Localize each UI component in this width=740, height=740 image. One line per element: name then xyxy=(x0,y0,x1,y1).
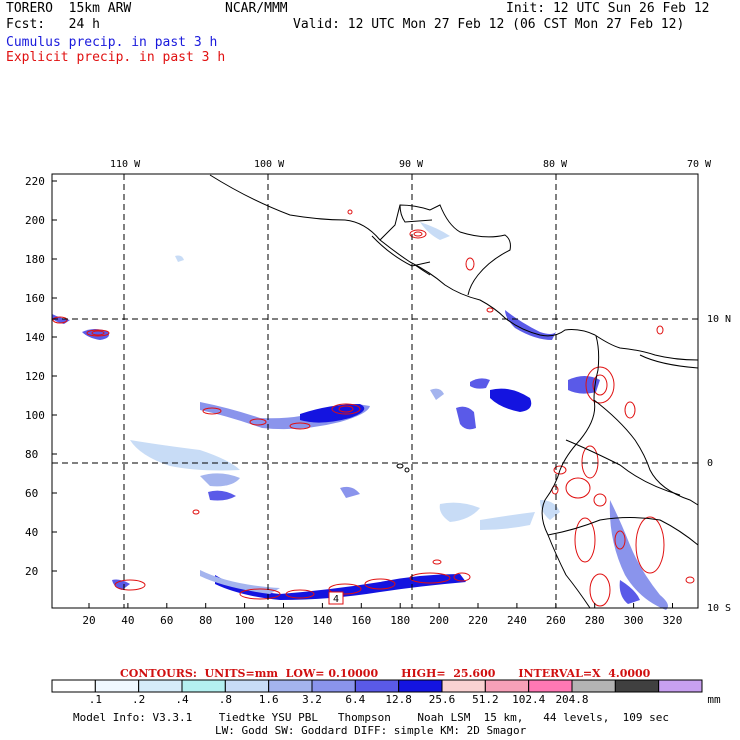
organization: NCAR/MMM xyxy=(225,1,288,16)
colorbar-label: 51.2 xyxy=(472,693,499,706)
y-tick-label: 180 xyxy=(25,253,45,266)
lat-label-0: 0 xyxy=(707,458,714,469)
colorbar-label: 12.8 xyxy=(385,693,412,706)
valid-time: Valid: 12 UTC Mon 27 Feb 12 (06 CST Mon … xyxy=(293,17,685,32)
x-tick-label: 260 xyxy=(545,614,566,627)
forecast-hour: Fcst: 24 h xyxy=(6,17,100,32)
colorbar-swatch xyxy=(614,679,660,693)
colorbar-swatch xyxy=(398,679,443,693)
x-tick-label: 40 xyxy=(121,614,135,627)
colorbar-swatch xyxy=(138,679,183,693)
colorbar-label: 25.6 xyxy=(428,693,456,706)
colorbar-label: .8 xyxy=(218,693,232,706)
x-tick-label: 140 xyxy=(312,614,333,627)
colorbar-label: 6.4 xyxy=(345,693,366,706)
colorbar-label: .4 xyxy=(175,693,189,706)
coastlines xyxy=(209,174,699,609)
y-tick-label: 140 xyxy=(25,331,45,344)
init-time: Init: 12 UTC Sun 26 Feb 12 xyxy=(506,1,710,16)
lon-label-90w: 90 W xyxy=(399,159,424,170)
x-tick-label: 160 xyxy=(351,614,372,627)
colorbar-label: 204.8 xyxy=(555,693,589,706)
cumulus-legend: Cumulus precip. in past 3 h xyxy=(6,35,218,50)
colorbar-swatch xyxy=(181,679,226,693)
x-tick-label: 240 xyxy=(506,614,527,627)
colorbar-label: 3.2 xyxy=(302,693,322,706)
y-tick-label: 100 xyxy=(25,409,45,422)
colorbar-swatch xyxy=(311,679,356,693)
colorbar-swatch xyxy=(441,679,486,693)
y-tick-label: 200 xyxy=(25,214,45,227)
model-info: Model Info: V3.3.1 Tiedtke YSU PBL Thomp… xyxy=(73,711,670,724)
x-tick-label: 300 xyxy=(623,614,644,627)
x-tick-label: 120 xyxy=(273,614,294,627)
y-tick-label: 120 xyxy=(25,370,45,383)
cumulus-precip-shading xyxy=(52,222,668,610)
y-tick-label: 160 xyxy=(25,292,45,305)
model-title: TORERO 15km ARW xyxy=(6,1,132,16)
y-tick-label: 40 xyxy=(25,526,39,539)
explicit-precip-contours xyxy=(52,209,695,607)
x-tick-label: 200 xyxy=(429,614,450,627)
colorbar-label: 102.4 xyxy=(512,693,546,706)
colorbar-swatch xyxy=(94,679,140,693)
lon-label-70w: 70 W xyxy=(687,159,712,170)
physics-info: LW: Godd SW: Goddard DIFF: simple KM: 2D… xyxy=(215,724,527,737)
box-label: 4 xyxy=(333,594,339,605)
colorbar-swatch xyxy=(354,679,400,693)
lat-label-10n: 10 N xyxy=(707,314,732,325)
colorbar-label: 1.6 xyxy=(258,693,279,706)
x-tick-label: 280 xyxy=(584,614,605,627)
lat-label-10s: 10 S xyxy=(707,603,732,614)
lon-label-80w: 80 W xyxy=(543,159,568,170)
colorbar-label: .1 xyxy=(88,693,102,706)
lat-lon-grid xyxy=(52,174,698,608)
map-frame xyxy=(51,173,699,609)
colorbar-swatch xyxy=(51,679,96,693)
colorbar-unit: mm xyxy=(707,693,721,706)
lon-label-100w: 100 W xyxy=(254,159,285,170)
x-tick-label: 60 xyxy=(160,614,174,627)
colorbar-label: .2 xyxy=(132,693,146,706)
y-tick-label: 80 xyxy=(25,448,39,461)
colorbar-swatch xyxy=(224,679,270,693)
x-tick-label: 320 xyxy=(662,614,683,627)
explicit-legend: Explicit precip. in past 3 h xyxy=(6,50,226,65)
colorbar-swatch xyxy=(268,679,313,693)
y-tick-label: 60 xyxy=(25,487,39,500)
x-tick-label: 80 xyxy=(199,614,213,627)
x-tick-label: 180 xyxy=(390,614,411,627)
colorbar-swatch xyxy=(571,679,616,693)
x-tick-label: 100 xyxy=(234,614,255,627)
colorbar-swatch xyxy=(484,679,530,693)
y-tick-label: 220 xyxy=(25,175,45,188)
contours-summary: CONTOURS: UNITS=mm LOW= 0.10000 HIGH= 25… xyxy=(120,667,651,680)
x-tick-label: 20 xyxy=(82,614,96,627)
y-tick-label: 20 xyxy=(25,565,39,578)
x-tick-label: 220 xyxy=(468,614,488,627)
colorbar-swatch xyxy=(528,679,573,693)
colorbar-swatch xyxy=(658,679,703,693)
lon-label-110w: 110 W xyxy=(110,159,141,170)
